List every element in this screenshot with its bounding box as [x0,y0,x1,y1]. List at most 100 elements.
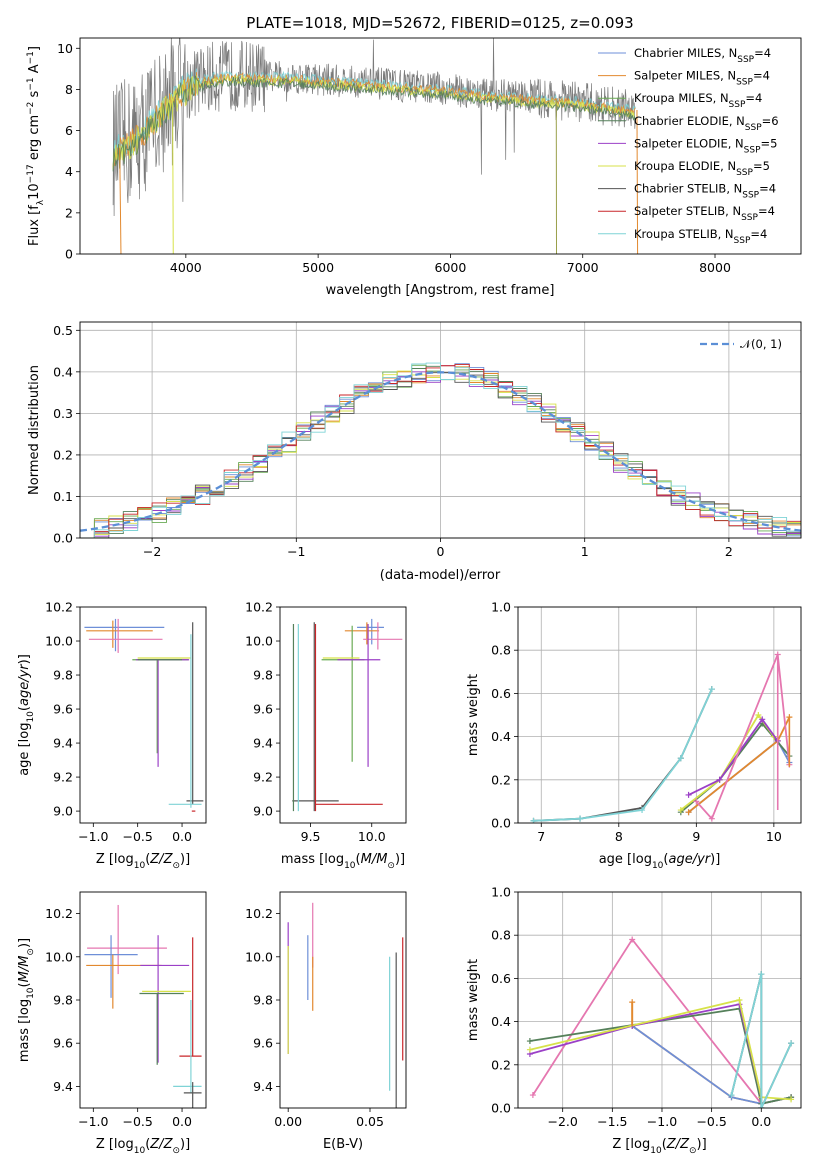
y-axis-label: mass weight [466,674,481,756]
y-tick-label: 0.4 [491,1014,511,1029]
x-tick-label: 9.5 [301,829,321,844]
y-tick-label: 1.0 [491,885,511,900]
legend-label: Kroupa MILES, NSSP=4 [634,91,762,110]
plot-area-massweight-vs-age [531,652,793,824]
y-tick-label: 9.4 [53,736,73,751]
grid-massweight-vs-Z [518,892,801,1108]
y-axis-label: age [log10(age/yr)] [17,654,36,776]
spectrum-data-line [113,31,635,216]
spectrum-drop-line [173,99,174,258]
y-tick-label: 4 [65,164,73,179]
y-tick-label: 9.0 [53,804,73,819]
x-tick-label: 0.0 [172,1114,192,1129]
y-tick-label: 0.4 [491,729,511,744]
plot-area-massweight-vs-Z [527,937,794,1111]
plot-area-age-vs-mass [292,619,402,811]
y-tick-label: 0.1 [53,489,73,504]
x-tick-label: −0.5 [122,1114,152,1129]
x-tick-label: 4000 [170,260,202,275]
x-tick-label: 0 [437,544,445,559]
axes-frame [80,892,206,1108]
legend-label: Chabrier MILES, NSSP=4 [634,46,771,65]
y-tick-label: 8 [65,82,73,97]
legend-label: Chabrier STELIB, NSSP=4 [634,182,776,201]
mass-weight-line [534,689,712,821]
y-tick-label: 10.2 [45,906,73,921]
x-tick-label: 8 [615,829,623,844]
x-axis-label: (data-model)/error [380,568,501,583]
y-axis-label: Normed distribution [27,365,42,495]
x-axis-label: mass [log10(M/M⊙)] [281,852,405,871]
x-axis-label: Z [log10(Z/Z⊙)] [96,852,190,871]
mass-weight-line [530,1004,761,1097]
y-tick-label: 0.0 [53,531,73,546]
legend-label: Kroupa ELODIE, NSSP=5 [634,159,770,178]
x-tick-label: −1.0 [78,1114,108,1129]
x-axis-label: Z [log10(Z/Z⊙)] [612,1137,706,1156]
x-tick-label: 7000 [567,260,599,275]
data-point-marker [527,1047,533,1053]
x-tick-label: 0.0 [751,1114,771,1129]
y-tick-label: 9.2 [53,770,73,785]
legend-label: Salpeter ELODIE, NSSP=5 [634,136,777,155]
x-tick-label: 9 [692,829,700,844]
legend-label: Chabrier ELODIE, NSSP=6 [634,114,779,133]
x-tick-label: −1.0 [647,1114,677,1129]
mass-weight-line [534,689,712,821]
y-tick-label: 10.2 [245,600,273,615]
x-axis-label: E(B-V) [323,1137,363,1152]
plot-area-spectrum [113,31,638,258]
x-tick-label: −1.0 [78,829,108,844]
legend-label: Kroupa STELIB, NSSP=4 [634,227,767,246]
mass-weight-line [689,717,790,812]
plot-area-mass-vs-EBV [288,903,403,1108]
y-tick-label: 0.5 [53,323,73,338]
x-tick-label: 8000 [699,260,731,275]
y-tick-label: 9.0 [253,804,273,819]
y-tick-label: 9.6 [53,702,73,717]
y-tick-label: 10.2 [45,600,73,615]
y-tick-label: 9.8 [53,993,73,1008]
legend-label: Salpeter STELIB, NSSP=4 [634,204,775,223]
y-tick-label: 9.4 [53,1079,73,1094]
y-tick-label: 0.2 [491,1057,511,1072]
x-tick-label: 10 [766,829,782,844]
axes-frame [280,892,406,1108]
y-tick-label: 0.2 [53,447,73,462]
y-tick-label: 0.6 [491,686,511,701]
x-tick-label: 6000 [435,260,467,275]
x-tick-label: 10.0 [358,829,386,844]
x-tick-label: −0.5 [122,829,152,844]
x-tick-label: 1 [581,544,589,559]
x-axis-label: Z [log10(Z/Z⊙)] [96,1137,190,1156]
axes-frame [518,892,801,1108]
y-tick-label: 9.8 [253,668,273,683]
data-point-marker [736,997,742,1003]
y-tick-label: 0.8 [491,928,511,943]
legend-label: 𝒩(0, 1) [740,337,782,351]
y-tick-label: 9.6 [253,1036,273,1051]
data-point-marker [577,816,583,822]
spectrum-drop-line [120,148,121,258]
x-tick-label: 5000 [302,260,334,275]
y-tick-label: 10 [57,41,73,56]
y-tick-label: 10.0 [245,634,273,649]
x-tick-label: −1.5 [597,1114,627,1129]
y-tick-label: 2 [65,205,73,220]
y-tick-label: 9.6 [253,702,273,717]
x-tick-label: 0.00 [274,1114,302,1129]
y-tick-label: 0 [65,247,73,262]
x-tick-label: 7 [537,829,545,844]
y-axis-label: Flux [fλ10−17 erg cm−2 s−1 A−1] [26,46,46,246]
x-tick-label: −2.0 [548,1114,578,1129]
data-point-marker [709,686,715,692]
data-point-marker [686,792,692,798]
y-tick-label: 9.4 [253,736,273,751]
y-tick-label: 6 [65,123,73,138]
y-tick-label: 0.0 [491,1101,511,1116]
axes-spectrum: 4000 5000 6000 7000 8000 0 2 4 6 8 10 Chabrier MILE… [26,31,801,298]
